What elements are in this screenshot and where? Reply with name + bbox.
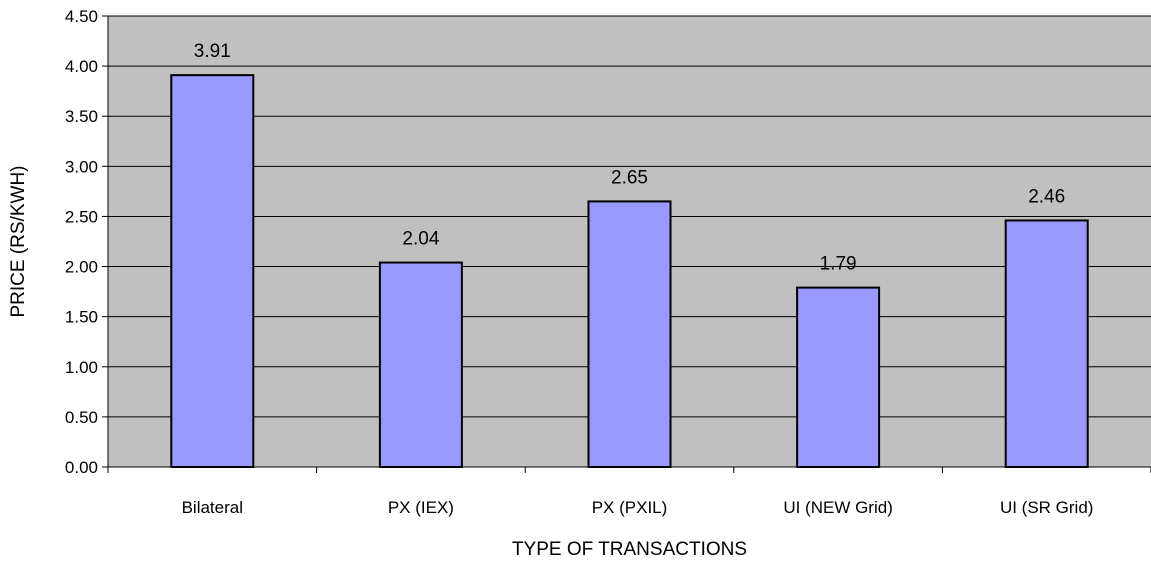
data-label: 1.79 bbox=[820, 254, 857, 275]
y-tick-label: 2.50 bbox=[65, 207, 98, 226]
y-tick-label: 3.00 bbox=[65, 157, 98, 176]
data-label: 3.91 bbox=[194, 41, 231, 62]
y-tick-label: 4.50 bbox=[65, 7, 98, 26]
x-tick-label: Bilateral bbox=[182, 498, 243, 517]
y-axis: 0.00 0.50 1.00 1.50 2.00 2.50 3.00 3.50 4.00 4.50 bbox=[65, 7, 109, 477]
bar bbox=[796, 286, 881, 469]
y-tick-label: 0.00 bbox=[65, 458, 98, 477]
y-tick-label: 3.50 bbox=[65, 107, 98, 126]
x-axis-title: TYPE OF TRANSACTIONS bbox=[512, 539, 747, 560]
data-labels: 3.91 2.04 2.65 1.79 2.46 bbox=[194, 41, 1065, 274]
bar bbox=[1004, 219, 1089, 468]
y-tick-label: 2.00 bbox=[65, 258, 98, 277]
x-axis: Bilateral PX (IEX) PX (PXIL) UI (NEW Grid) U… bbox=[107, 466, 1151, 517]
x-tick-label: PX (PXIL) bbox=[592, 498, 668, 517]
x-tick-label: UI (NEW Grid) bbox=[783, 498, 893, 517]
bar bbox=[170, 74, 255, 469]
data-label: 2.46 bbox=[1028, 186, 1065, 207]
bar bbox=[587, 200, 672, 469]
bars bbox=[170, 74, 1089, 469]
y-tick-label: 4.00 bbox=[65, 57, 98, 76]
bar bbox=[378, 261, 463, 468]
data-label: 2.04 bbox=[402, 229, 439, 250]
y-tick-label: 0.50 bbox=[65, 408, 98, 427]
x-tick-label: PX (IEX) bbox=[388, 498, 454, 517]
data-label: 2.65 bbox=[611, 167, 648, 188]
y-axis-title: PRICE (RS/KWH) bbox=[8, 166, 29, 318]
y-tick-label: 1.00 bbox=[65, 358, 98, 377]
y-tick-label: 1.50 bbox=[65, 308, 98, 327]
x-tick-label: UI (SR Grid) bbox=[1000, 498, 1094, 517]
